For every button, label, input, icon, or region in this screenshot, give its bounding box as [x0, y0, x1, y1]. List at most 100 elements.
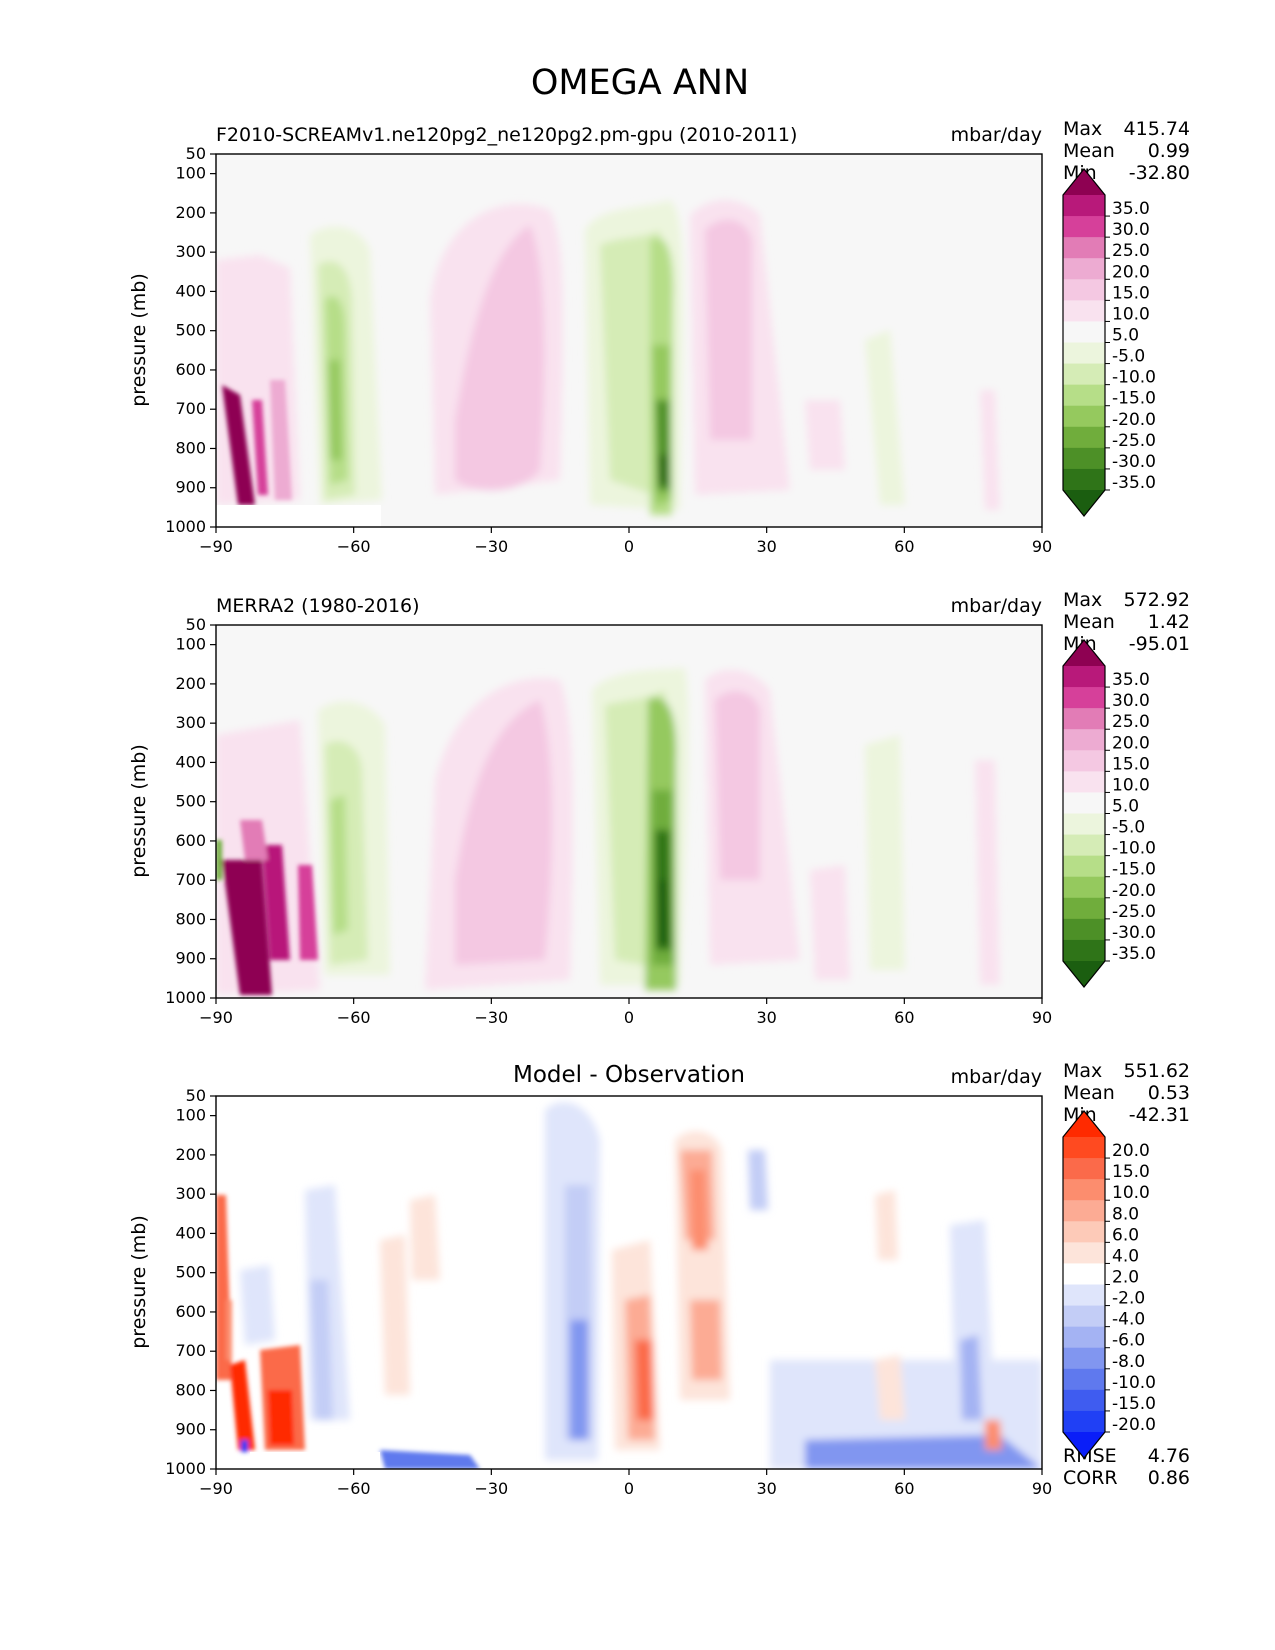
colorbar-level-label: 2.0 — [1112, 1268, 1139, 1288]
colorbar-swatch — [1063, 447, 1105, 470]
y-tick-label: 900 — [175, 478, 206, 497]
colorbar-swatch — [1063, 1284, 1105, 1307]
colorbar-level-label: -2.0 — [1112, 1289, 1145, 1309]
panel-title: Model - Observation — [513, 1062, 745, 1088]
x-tick-label: −60 — [337, 537, 371, 556]
contour-blue-mid — [310, 1280, 333, 1420]
colorbar-swatch — [1063, 216, 1105, 238]
x-tick-label: −30 — [474, 1479, 508, 1498]
colorbar: 35.030.025.020.015.010.05.0-5.0-10.0-15.… — [1062, 168, 1156, 517]
y-tick-label: 800 — [175, 909, 206, 928]
colorbar-level-label: 8.0 — [1112, 1204, 1139, 1224]
colorbar-level-label: 5.0 — [1112, 326, 1139, 346]
colorbar-level-label: 35.0 — [1112, 670, 1150, 690]
colorbar-level-label: -10.0 — [1112, 368, 1156, 388]
y-tick-label: 1000 — [165, 988, 206, 1007]
contour-red-light — [410, 1195, 440, 1280]
contour-pink-mid — [715, 691, 760, 880]
colorbar-level-label: 10.0 — [1112, 304, 1150, 324]
stat-label: Mean — [1063, 1082, 1115, 1104]
contour-red-light — [380, 1235, 410, 1395]
contour-magenta-strong — [222, 385, 255, 505]
y-tick-label: 200 — [175, 203, 206, 222]
colorbar-swatch — [1063, 1389, 1105, 1412]
x-tick-label: 0 — [624, 1008, 634, 1027]
colorbar-level-label: -4.0 — [1112, 1310, 1145, 1330]
units-label: mbar/day — [951, 595, 1042, 617]
panel-reference: MERRA2 (1980-2016) mbar/day Max 572.92 M… — [128, 589, 1190, 1027]
colorbar-level-label: 10.0 — [1112, 775, 1150, 795]
colorbar-swatch — [1063, 426, 1105, 449]
contour-blue-mid — [960, 1335, 982, 1420]
contour-green-light — [865, 330, 905, 505]
contour-red-strong — [690, 1170, 708, 1250]
contour-red-darkest — [230, 1360, 255, 1450]
colorbar-level-label: -30.0 — [1112, 923, 1156, 943]
panel-title: MERRA2 (1980-2016) — [216, 595, 420, 617]
y-tick-label: 400 — [175, 752, 206, 771]
y-tick-label: 1000 — [165, 1459, 206, 1478]
colorbar-swatch — [1063, 1347, 1105, 1370]
colorbar-swatch — [1063, 771, 1105, 793]
colorbar-level-label: 4.0 — [1112, 1246, 1139, 1266]
colorbar-swatch — [1063, 405, 1105, 428]
contour-magenta-mid — [262, 845, 290, 960]
contour-red-mid — [690, 1300, 722, 1380]
stat-label: RMSE — [1063, 1445, 1117, 1467]
units-label: mbar/day — [951, 1066, 1042, 1088]
colorbar-swatch — [1063, 1242, 1105, 1264]
y-tick-label: 800 — [175, 1380, 206, 1399]
stats-block: Max 572.92 Mean 1.42 Min -95.01 — [1063, 589, 1190, 655]
y-tick-label: 200 — [175, 674, 206, 693]
y-tick-label: 600 — [175, 360, 206, 379]
contour-red-light — [875, 1355, 905, 1420]
stat-label: Mean — [1063, 611, 1115, 633]
colorbar-level-label: 20.0 — [1112, 733, 1150, 753]
contour-blue-strong — [570, 1320, 588, 1440]
colorbar-extend-max — [1063, 169, 1105, 195]
y-tick-label: 300 — [175, 1184, 206, 1203]
colorbar-level-label: 10.0 — [1112, 1183, 1150, 1203]
stat-value: 4.76 — [1148, 1445, 1190, 1467]
colorbar-extend-max — [1063, 640, 1105, 666]
y-tick-label: 700 — [175, 1341, 206, 1360]
contour-field — [216, 668, 1000, 995]
colorbar-extend-max — [1063, 1111, 1105, 1137]
y-tick-label: 400 — [175, 1223, 206, 1242]
x-tick-label: 0 — [624, 1479, 634, 1498]
colorbar-level-label: 5.0 — [1112, 797, 1139, 817]
colorbar-swatch — [1063, 321, 1105, 343]
x-tick-label: 90 — [1032, 537, 1052, 556]
contour-magenta-strong — [222, 860, 272, 995]
colorbar-swatch — [1063, 897, 1105, 920]
stat-label: Mean — [1063, 140, 1115, 162]
y-tick-label: 400 — [175, 281, 206, 300]
colorbar-swatch — [1063, 750, 1105, 772]
contour-field — [216, 200, 1000, 527]
stat-value: 0.99 — [1148, 140, 1190, 162]
panel-title: F2010-SCREAMv1.ne120pg2_ne120pg2.pm-gpu … — [216, 124, 797, 146]
contour-green-deep — [328, 360, 342, 460]
colorbar-swatch — [1063, 1179, 1105, 1201]
figure-title: OMEGA ANN — [531, 63, 749, 103]
colorbar-swatch — [1063, 813, 1105, 836]
colorbar-swatch — [1063, 1200, 1105, 1222]
x-tick-label: −90 — [199, 1008, 233, 1027]
y-tick-label: 800 — [175, 438, 206, 457]
colorbar-swatch — [1063, 384, 1105, 407]
colorbar-swatch — [1063, 1221, 1105, 1243]
colorbar-swatch — [1063, 729, 1105, 751]
y-tick-label: 500 — [175, 321, 206, 340]
colorbar-extend-min — [1063, 1432, 1105, 1458]
colorbar: 35.030.025.020.015.010.05.0-5.0-10.0-15.… — [1062, 639, 1156, 988]
colorbar-swatch — [1063, 939, 1105, 962]
x-tick-label: 90 — [1032, 1008, 1052, 1027]
contour-red-mid — [985, 1420, 1002, 1450]
colorbar-level-label: 20.0 — [1112, 1141, 1150, 1161]
stat-value: 415.74 — [1124, 118, 1190, 140]
x-tick-label: −90 — [199, 537, 233, 556]
colorbar-level-label: 30.0 — [1112, 691, 1150, 711]
colorbar-level-label: -10.0 — [1112, 1373, 1156, 1393]
x-tick-label: 30 — [756, 537, 776, 556]
stats-block: Max 551.62 Mean 0.53 Min -42.31 — [1063, 1060, 1190, 1126]
